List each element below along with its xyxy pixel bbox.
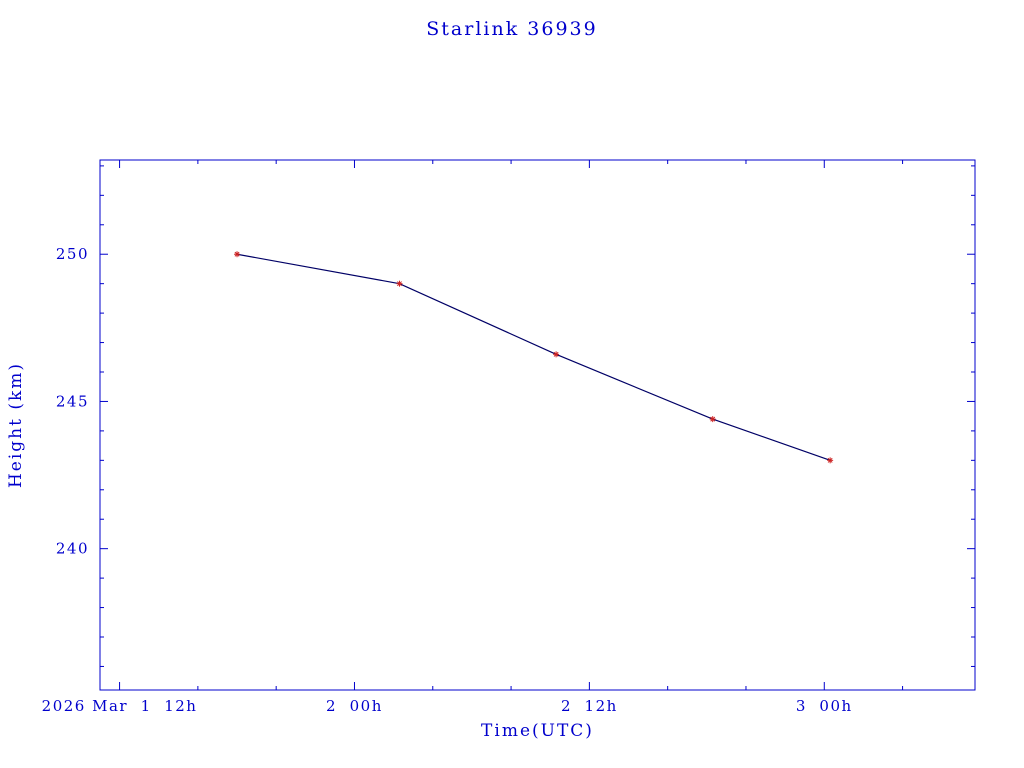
- chart-title: Starlink 36939: [426, 18, 598, 40]
- plot-frame: [99, 159, 976, 691]
- marker-center: [711, 417, 714, 421]
- y-tick-label: 240: [56, 540, 89, 558]
- y-tick-label: 245: [56, 392, 89, 410]
- data-point-marker: [553, 351, 560, 358]
- marker-center: [554, 353, 558, 356]
- x-tick-label: 2026 Mar 1 12h: [42, 697, 198, 715]
- marker-center: [398, 282, 401, 285]
- x-tick-label: 3 00h: [796, 697, 853, 715]
- x-tick-label: 2 00h: [326, 697, 383, 715]
- height-line: [236, 253, 831, 461]
- data-point-marker: [234, 251, 241, 258]
- x-axis-label: Time(UTC): [481, 721, 594, 741]
- x-tick-label: 2 12h: [561, 697, 618, 715]
- data-point-marker: [396, 280, 403, 287]
- data-point-marker: [827, 457, 834, 464]
- data-point-marker: [709, 416, 716, 423]
- y-tick-label: 250: [56, 245, 89, 263]
- marker-center: [235, 253, 239, 256]
- marker-center: [828, 459, 832, 462]
